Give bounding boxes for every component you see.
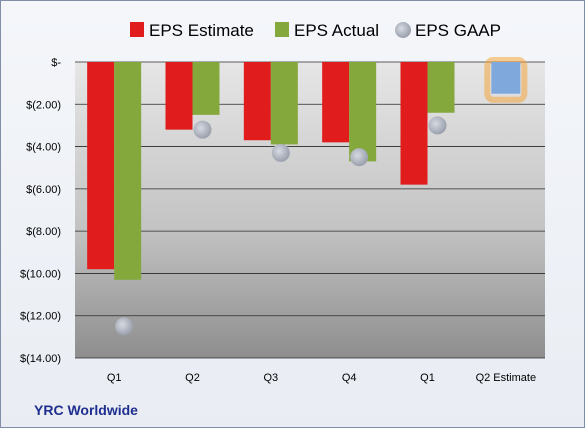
x-tick-label: Q4 xyxy=(342,372,357,384)
x-tick-label: Q1 xyxy=(420,372,435,384)
legend-marker-eps-gaap xyxy=(395,22,411,38)
legend-label: EPS Actual xyxy=(294,21,379,40)
legend-swatch-eps-estimate xyxy=(130,22,144,37)
bar-eps-actual xyxy=(427,62,455,113)
y-tick-label: $(6.00) xyxy=(26,184,61,196)
bar-eps-estimate xyxy=(400,62,428,185)
x-tick-label: Q2 xyxy=(185,372,200,384)
x-tick-label: Q2 Estimate xyxy=(476,372,537,384)
y-tick-label: $(4.00) xyxy=(26,142,61,154)
plot-area xyxy=(75,62,545,358)
y-tick-label: $- xyxy=(51,57,61,69)
bar-eps-actual xyxy=(114,62,142,280)
bar-eps-estimate xyxy=(165,62,193,130)
marker-eps-gaap xyxy=(271,143,290,162)
bars xyxy=(87,57,528,280)
company-name: YRC Worldwide xyxy=(34,402,138,418)
legend-label: EPS GAAP xyxy=(415,21,501,40)
x-tick-label: Q1 xyxy=(107,372,122,384)
y-tick-label: $(2.00) xyxy=(26,99,61,111)
y-axis: $- $(2.00) $(4.00) $(6.00) $(8.00) $(10.00) $(… xyxy=(20,57,61,365)
gaap-markers xyxy=(115,116,447,336)
bar-q2-estimate xyxy=(491,62,521,94)
marker-eps-gaap xyxy=(193,120,212,139)
legend: EPS Estimate EPS Actual EPS GAAP xyxy=(130,21,501,40)
legend-swatch-eps-actual xyxy=(275,22,289,37)
marker-eps-gaap xyxy=(350,148,369,167)
x-tick-label: Q3 xyxy=(263,372,278,384)
bar-eps-actual xyxy=(349,62,377,162)
gridlines xyxy=(75,61,545,359)
bar-q2-estimate-glow xyxy=(484,57,528,103)
marker-eps-gaap xyxy=(115,317,134,336)
y-tick-label: $(10.00) xyxy=(20,268,61,280)
bar-eps-actual xyxy=(192,62,220,115)
y-tick-label: $(12.00) xyxy=(20,311,61,323)
x-axis: Q1 Q2 Q3 Q4 Q1 Q2 Estimate xyxy=(107,372,536,384)
bar-eps-actual xyxy=(270,62,298,145)
bar-eps-estimate xyxy=(322,62,350,143)
legend-label: EPS Estimate xyxy=(149,21,254,40)
bar-eps-estimate xyxy=(87,62,115,270)
bar-eps-estimate xyxy=(243,62,271,141)
y-tick-label: $(8.00) xyxy=(26,226,61,238)
marker-eps-gaap xyxy=(428,116,447,135)
y-tick-label: $(14.00) xyxy=(20,353,61,365)
